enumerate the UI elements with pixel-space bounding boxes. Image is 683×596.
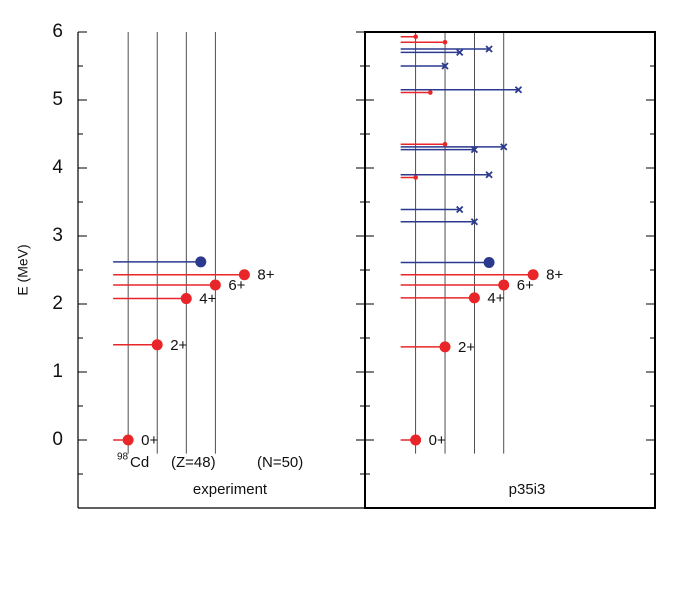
nucleus-n: (N=50) bbox=[257, 454, 303, 471]
level-label: 0+ bbox=[429, 432, 446, 449]
level-label: 8+ bbox=[546, 267, 563, 284]
level-marker bbox=[485, 45, 493, 53]
level: 8+ bbox=[113, 267, 275, 284]
level-marker bbox=[485, 171, 493, 179]
level-marker bbox=[456, 48, 464, 57]
level-marker bbox=[514, 86, 523, 94]
level: 4+ bbox=[113, 291, 217, 308]
level-marker bbox=[122, 434, 134, 446]
level: 6+ bbox=[113, 277, 246, 294]
y-tick-label: 2 bbox=[52, 293, 63, 314]
level-marker bbox=[151, 339, 163, 351]
level-marker bbox=[439, 341, 451, 353]
level bbox=[400, 218, 479, 226]
level-marker bbox=[209, 279, 221, 291]
y-tick-label: 1 bbox=[52, 361, 63, 382]
level-marker bbox=[527, 269, 539, 281]
level-label: 2+ bbox=[170, 337, 187, 354]
level bbox=[400, 90, 433, 95]
level bbox=[400, 205, 464, 214]
level-marker bbox=[500, 143, 508, 151]
level-label: 4+ bbox=[199, 291, 216, 308]
level-marker bbox=[413, 34, 418, 40]
level-label: 6+ bbox=[228, 277, 245, 294]
level bbox=[400, 171, 493, 179]
nucleus-z: (Z=48) bbox=[171, 454, 216, 471]
level bbox=[400, 141, 448, 147]
level-marker bbox=[483, 257, 495, 269]
level-marker bbox=[456, 205, 464, 214]
level-marker bbox=[441, 62, 449, 70]
level bbox=[400, 45, 493, 53]
level: 2+ bbox=[113, 337, 188, 354]
level-marker bbox=[413, 175, 418, 180]
level-marker bbox=[442, 141, 448, 147]
level-marker bbox=[238, 269, 250, 281]
level: 0+ bbox=[400, 432, 446, 449]
panel-caption: p35i3 bbox=[509, 481, 546, 498]
level: 8+ bbox=[400, 267, 563, 284]
level-label: 6+ bbox=[517, 277, 534, 294]
level bbox=[113, 256, 207, 268]
level: 0+ bbox=[113, 432, 158, 449]
y-tick-label: 5 bbox=[52, 89, 63, 110]
level: 2+ bbox=[400, 339, 475, 356]
level-marker bbox=[468, 292, 480, 304]
level bbox=[400, 39, 448, 45]
level-marker bbox=[442, 39, 448, 45]
level-marker bbox=[410, 434, 422, 446]
level-label: 0+ bbox=[141, 432, 158, 449]
level bbox=[400, 48, 464, 57]
level-marker bbox=[195, 256, 207, 268]
panel-caption: experiment bbox=[193, 481, 268, 498]
level: 6+ bbox=[400, 277, 534, 294]
level-label: 4+ bbox=[487, 290, 504, 307]
level bbox=[400, 34, 418, 40]
y-axis-title: E (MeV) bbox=[15, 244, 31, 295]
level bbox=[400, 257, 495, 269]
level-marker bbox=[470, 218, 479, 226]
level: 4+ bbox=[400, 290, 505, 307]
level bbox=[400, 86, 523, 94]
level-marker bbox=[498, 279, 510, 291]
y-tick-label: 6 bbox=[52, 21, 63, 42]
level bbox=[400, 62, 449, 70]
level bbox=[400, 175, 418, 180]
level-marker bbox=[428, 90, 433, 95]
nucleus-mass: 98 bbox=[117, 452, 129, 463]
level-label: 8+ bbox=[257, 267, 274, 284]
nucleus-symbol: Cd bbox=[130, 454, 149, 471]
y-tick-label: 0 bbox=[52, 429, 63, 450]
panel-frame bbox=[364, 31, 656, 509]
level-label: 2+ bbox=[458, 339, 475, 356]
y-tick-label: 3 bbox=[52, 225, 63, 246]
y-tick-label: 4 bbox=[52, 157, 63, 178]
level-marker bbox=[180, 293, 192, 305]
level bbox=[400, 143, 508, 151]
